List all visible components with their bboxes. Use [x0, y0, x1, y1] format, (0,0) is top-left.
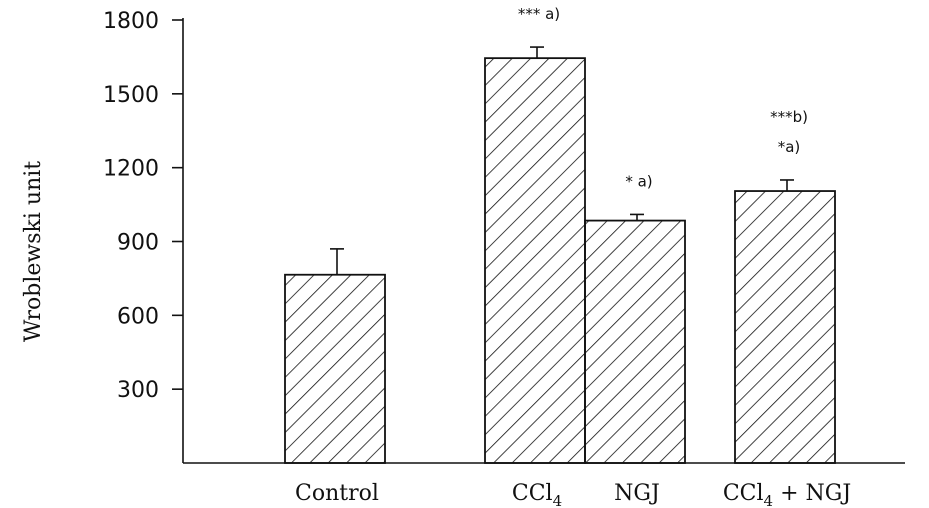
labels: 1800 1500 1200 900 600 300 Wroblewski unit Cont…: [21, 5, 851, 508]
x-tick-label: NGJ: [614, 481, 660, 506]
significance-annotation: *** a): [518, 5, 560, 23]
x-tick-label: CCl4 + NGJ: [723, 481, 851, 508]
y-tick-label: 900: [117, 231, 159, 256]
significance-annotation: ***b): [770, 108, 808, 126]
bar: [284, 273, 386, 464]
significance-annotation: * a): [625, 172, 652, 190]
bar: [484, 57, 586, 464]
y-axis-label: Wroblewski unit: [21, 161, 46, 342]
y-tick-label: 1200: [103, 157, 159, 182]
y-tick-label: 600: [117, 304, 159, 329]
significance-annotation: *a): [778, 138, 801, 156]
x-tick-label: CCl4: [512, 481, 562, 508]
bars: [284, 46, 836, 464]
bar: [584, 219, 686, 464]
bar: [734, 190, 836, 464]
y-tick-label: 1800: [103, 9, 159, 34]
y-tick-label: 300: [117, 378, 159, 403]
x-tick-label: Control: [295, 481, 379, 506]
y-tick-label: 1500: [103, 83, 159, 108]
